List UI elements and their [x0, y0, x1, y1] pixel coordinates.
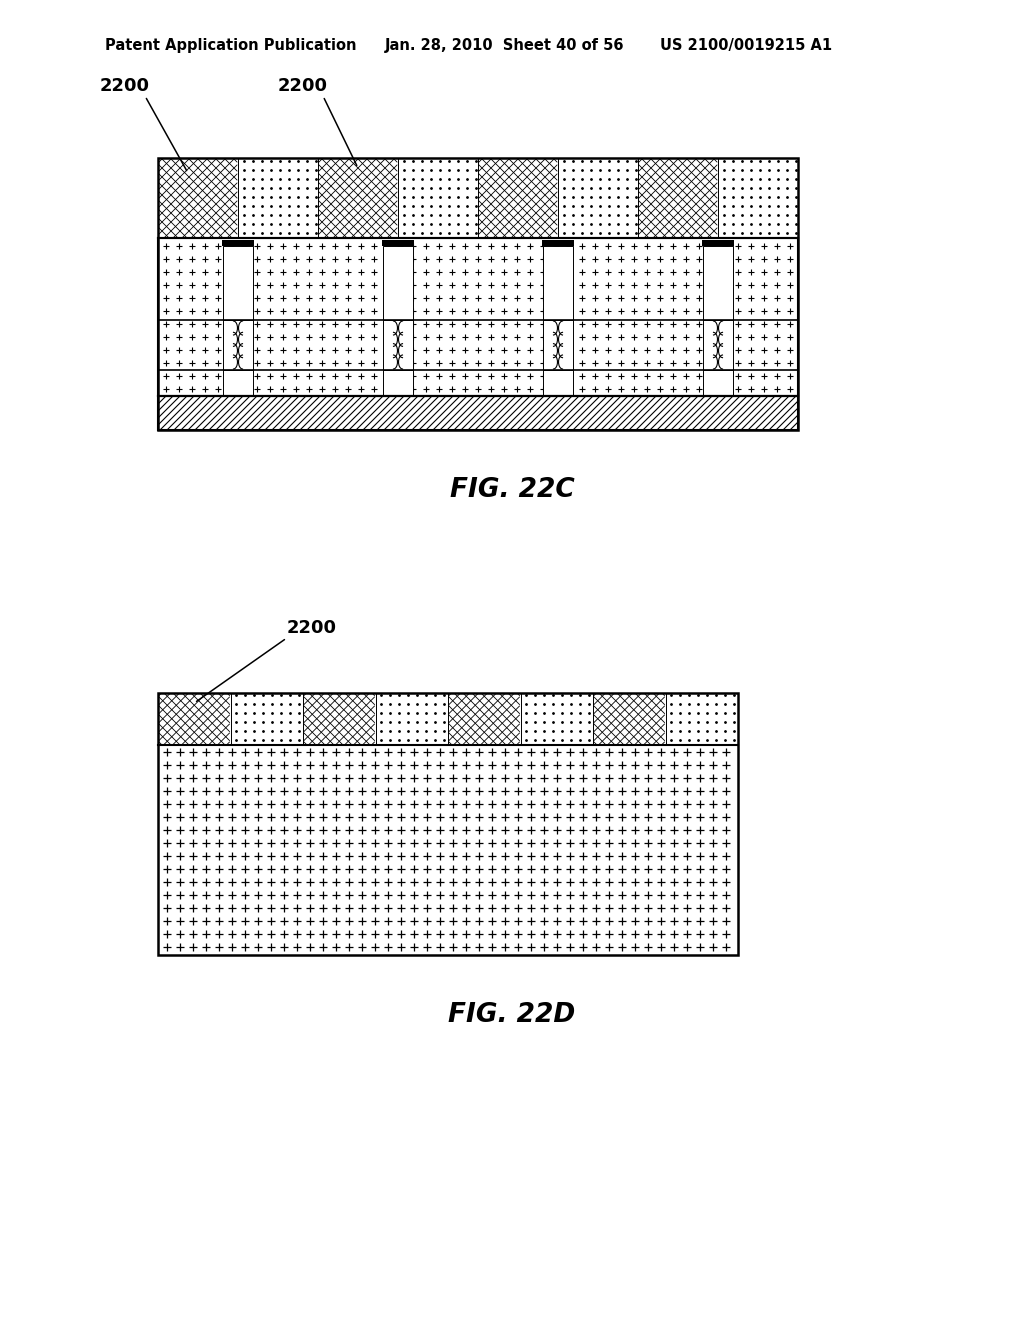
Bar	[478, 158, 558, 238]
Bar	[158, 238, 798, 396]
Bar	[223, 370, 253, 396]
Bar	[449, 693, 520, 744]
Bar	[383, 319, 413, 370]
Bar	[376, 693, 449, 744]
Bar	[223, 246, 253, 319]
Bar	[158, 693, 738, 954]
Bar	[398, 158, 478, 238]
Bar	[158, 744, 738, 954]
Bar	[158, 396, 798, 430]
Bar	[703, 319, 733, 370]
Bar	[383, 246, 413, 319]
Bar	[543, 370, 573, 396]
Bar	[666, 693, 738, 744]
Text: FIG. 22D: FIG. 22D	[449, 1002, 575, 1028]
Bar	[638, 158, 718, 238]
Bar	[238, 158, 318, 238]
Bar	[382, 240, 414, 246]
Bar	[543, 319, 573, 370]
Bar	[158, 396, 798, 430]
Bar	[158, 158, 238, 238]
Bar	[520, 693, 593, 744]
Text: 2200: 2200	[100, 77, 150, 95]
Text: Jan. 28, 2010  Sheet 40 of 56: Jan. 28, 2010 Sheet 40 of 56	[385, 38, 625, 53]
Bar	[703, 246, 733, 319]
Bar	[158, 158, 798, 430]
Bar	[703, 370, 733, 396]
Bar	[383, 370, 413, 396]
Text: 2200: 2200	[287, 619, 337, 638]
Text: 2200: 2200	[278, 77, 328, 95]
Text: Patent Application Publication: Patent Application Publication	[105, 38, 356, 53]
Bar	[318, 158, 398, 238]
Bar	[158, 693, 230, 744]
Bar	[542, 240, 574, 246]
Text: FIG. 22C: FIG. 22C	[450, 477, 574, 503]
Bar	[230, 693, 303, 744]
Bar	[303, 693, 376, 744]
Text: US 2100/0019215 A1: US 2100/0019215 A1	[660, 38, 833, 53]
Bar	[543, 246, 573, 319]
Bar	[718, 158, 798, 238]
Bar	[593, 693, 666, 744]
Bar	[223, 319, 253, 370]
Bar	[222, 240, 254, 246]
Bar	[558, 158, 638, 238]
Bar	[702, 240, 734, 246]
Bar	[158, 238, 798, 396]
